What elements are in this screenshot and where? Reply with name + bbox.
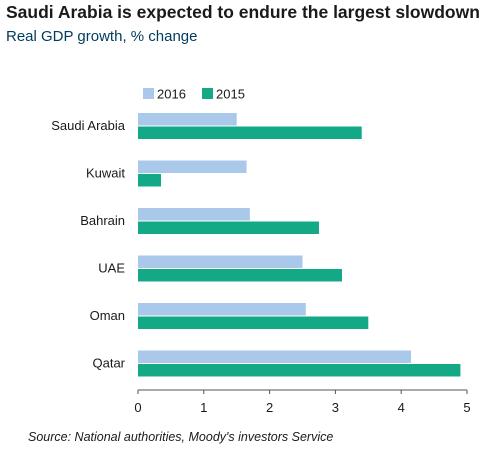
x-tick-label: 4 — [398, 400, 405, 415]
bar-2015-oman — [138, 316, 369, 329]
bar-2015-qatar — [138, 364, 461, 377]
x-axis: 0 1 2 3 4 5 — [134, 389, 471, 415]
x-tick-label: 1 — [200, 400, 207, 415]
legend: 2016 2015 — [143, 87, 245, 102]
legend-label-2015: 2015 — [216, 87, 245, 102]
bar-2015-kuwait — [138, 174, 162, 187]
category-label: Bahrain — [80, 213, 125, 228]
category-label: UAE — [98, 261, 125, 276]
legend-swatch-2015 — [202, 88, 213, 99]
chart-subtitle: Real GDP growth, % change — [6, 28, 198, 45]
x-tick-label: 5 — [463, 400, 470, 415]
bar-2016-saudi-arabia — [138, 113, 237, 126]
category-label: Saudi Arabia — [51, 118, 125, 133]
legend-label-2016: 2016 — [157, 87, 186, 102]
category-label: Oman — [90, 308, 125, 323]
x-tick-label: 0 — [134, 400, 141, 415]
bar-2015-saudi-arabia — [138, 126, 362, 139]
chart-source: Source: National authorities, Moody's in… — [28, 430, 334, 444]
bar-2016-kuwait — [138, 160, 247, 173]
legend-swatch-2016 — [143, 88, 154, 99]
x-tick-label: 3 — [332, 400, 339, 415]
chart-title: Saudi Arabia is expected to endure the l… — [6, 2, 480, 22]
category-labels: Saudi Arabia Kuwait Bahrain UAE Oman Qatar — [51, 118, 125, 371]
category-label: Qatar — [92, 356, 125, 371]
category-label: Kuwait — [86, 166, 125, 181]
bar-2015-uae — [138, 269, 342, 282]
bar-2016-uae — [138, 255, 303, 268]
bars-group — [138, 113, 461, 377]
bar-2016-qatar — [138, 350, 412, 363]
bar-2016-oman — [138, 303, 306, 316]
bar-2016-bahrain — [138, 208, 250, 221]
bar-2015-bahrain — [138, 221, 319, 234]
x-tick-label: 2 — [266, 400, 273, 415]
